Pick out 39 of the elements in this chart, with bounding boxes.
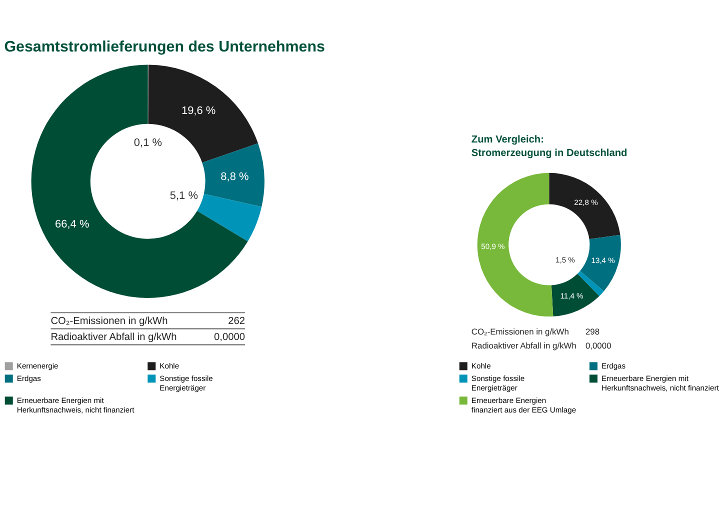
legend-label: Sonstige fossile Energieträger bbox=[160, 374, 213, 392]
chart-title: Zum Vergleich: Stromerzeugung in Deutschland bbox=[471, 134, 628, 160]
data-label: 1,5 % bbox=[555, 255, 576, 264]
legend-label: Erneuerbare Energien finanziert aus der EEG Umlage bbox=[471, 396, 576, 414]
text: 298 bbox=[585, 326, 600, 336]
donut-slice bbox=[580, 234, 621, 292]
donut-slice bbox=[148, 64, 258, 163]
data-label: 66,4 % bbox=[55, 218, 90, 231]
chart-title: Gesamtstromlieferungen des Unternehmens bbox=[4, 38, 325, 56]
data-label: 0,1 % bbox=[134, 136, 162, 149]
text: Radioaktiver Abfall in g/kWh bbox=[471, 340, 577, 351]
text: 0,0000 bbox=[585, 340, 612, 351]
text: 262 bbox=[228, 316, 246, 328]
legend-label: Erneuerbare Energien mit Herkunftsnachweis, nicht finanziert bbox=[16, 396, 136, 414]
legend-label: Erdgas bbox=[16, 374, 42, 384]
legend-label: Kohle bbox=[471, 362, 491, 371]
legend-label: Sonstige fossile Energieträger bbox=[471, 374, 525, 392]
text: Radioaktiver Abfall in g/kWh bbox=[50, 332, 177, 344]
data-label: 11,4 % bbox=[560, 292, 584, 301]
donut-slice bbox=[549, 172, 620, 240]
text: CO₂-Emissionen in g/kWh bbox=[50, 316, 168, 328]
text: CO₂-Emissionen in g/kWh bbox=[471, 326, 570, 336]
donut-slice bbox=[577, 270, 604, 296]
donut-slice bbox=[477, 172, 554, 316]
data-label: 50,9 % bbox=[481, 242, 506, 251]
data-label: 19,6 % bbox=[181, 105, 216, 118]
data-label: 5,1 % bbox=[170, 190, 198, 202]
text: 0,0000 bbox=[214, 332, 246, 344]
data-label: 22,8 % bbox=[574, 198, 598, 207]
donut-slice bbox=[197, 194, 262, 242]
donut-slice bbox=[202, 143, 264, 207]
data-label: 13,4 % bbox=[591, 256, 616, 265]
legend-label: Kernenergie bbox=[16, 362, 58, 371]
legend-label: Erneuerbare Energien mit Herkunftsnachweis, nicht finanziert bbox=[602, 374, 720, 392]
donut-slice bbox=[551, 274, 600, 316]
legend-label: Erdgas bbox=[602, 362, 626, 371]
donut-slice bbox=[31, 64, 248, 298]
legend-label: Kohle bbox=[160, 362, 180, 371]
data-label: 8,8 % bbox=[220, 170, 249, 183]
